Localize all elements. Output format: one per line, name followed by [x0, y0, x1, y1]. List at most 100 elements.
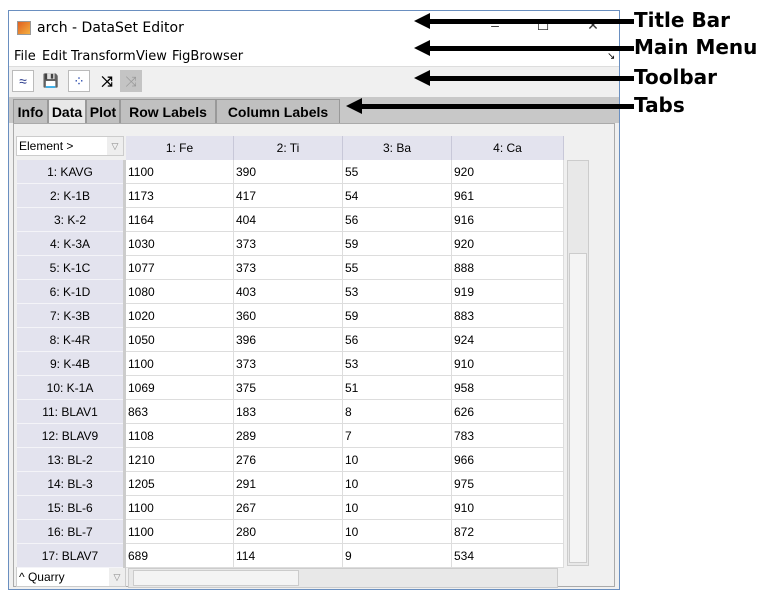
table-cell[interactable]: 404 [234, 208, 343, 232]
horizontal-scroll-thumb[interactable] [133, 570, 299, 586]
column-header[interactable]: 1: Fe [126, 136, 234, 160]
table-cell[interactable]: 59 [343, 232, 452, 256]
table-cell[interactable]: 289 [234, 424, 343, 448]
table-cell[interactable]: 626 [452, 400, 564, 424]
table-cell[interactable]: 291 [234, 472, 343, 496]
row-header[interactable]: 10: K-1A [17, 376, 123, 400]
table-cell[interactable]: 114 [234, 544, 343, 568]
table-cell[interactable]: 267 [234, 496, 343, 520]
table-cell[interactable]: 1108 [126, 424, 234, 448]
table-cell[interactable]: 55 [343, 256, 452, 280]
dock-arrow-icon[interactable]: ↘ [607, 51, 616, 62]
table-cell[interactable]: 390 [234, 160, 343, 184]
table-cell[interactable]: 1100 [126, 160, 234, 184]
tab-plot[interactable]: Plot [86, 99, 120, 123]
table-cell[interactable]: 375 [234, 376, 343, 400]
table-cell[interactable]: 10 [343, 520, 452, 544]
table-cell[interactable]: 910 [452, 496, 564, 520]
row-header[interactable]: 13: BL-2 [17, 448, 123, 472]
column-label-selector[interactable]: Element > ▽ [16, 136, 124, 156]
table-cell[interactable]: 872 [452, 520, 564, 544]
close-button[interactable]: ✕ [587, 17, 599, 33]
table-cell[interactable]: 53 [343, 280, 452, 304]
horizontal-scrollbar[interactable] [128, 568, 558, 588]
table-cell[interactable]: 54 [343, 184, 452, 208]
row-header[interactable]: 2: K-1B [17, 184, 123, 208]
table-cell[interactable]: 1164 [126, 208, 234, 232]
menu-figbrowser[interactable]: FigBrowser [172, 49, 244, 64]
table-cell[interactable]: 53 [343, 352, 452, 376]
table-cell[interactable]: 1173 [126, 184, 234, 208]
table-cell[interactable]: 1069 [126, 376, 234, 400]
tab-row-labels[interactable]: Row Labels [120, 99, 216, 123]
table-cell[interactable]: 1050 [126, 328, 234, 352]
table-cell[interactable]: 1030 [126, 232, 234, 256]
tab-column-labels[interactable]: Column Labels [216, 99, 340, 123]
menu-view[interactable]: View [136, 49, 167, 64]
table-cell[interactable]: 1100 [126, 520, 234, 544]
minimize-button[interactable]: – [491, 17, 499, 33]
table-cell[interactable]: 888 [452, 256, 564, 280]
row-header[interactable]: 12: BLAV9 [17, 424, 123, 448]
table-cell[interactable]: 373 [234, 256, 343, 280]
row-header[interactable]: 14: BL-3 [17, 472, 123, 496]
table-cell[interactable]: 10 [343, 496, 452, 520]
table-cell[interactable]: 1020 [126, 304, 234, 328]
table-cell[interactable]: 51 [343, 376, 452, 400]
scatter-icon[interactable]: ⁘ [68, 70, 90, 92]
table-cell[interactable]: 1077 [126, 256, 234, 280]
row-header[interactable]: 15: BL-6 [17, 496, 123, 520]
plot-icon[interactable]: ≈ [12, 70, 34, 92]
row-header[interactable]: 9: K-4B [17, 352, 123, 376]
table-cell[interactable]: 183 [234, 400, 343, 424]
row-header[interactable]: 8: K-4R [17, 328, 123, 352]
row-header[interactable]: 6: K-1D [17, 280, 123, 304]
table-cell[interactable]: 9 [343, 544, 452, 568]
table-cell[interactable]: 961 [452, 184, 564, 208]
menu-edit[interactable]: Edit [42, 49, 68, 64]
table-cell[interactable]: 924 [452, 328, 564, 352]
table-cell[interactable]: 689 [126, 544, 234, 568]
table-cell[interactable]: 10 [343, 448, 452, 472]
table-cell[interactable]: 56 [343, 328, 452, 352]
row-header[interactable]: 7: K-3B [17, 304, 123, 328]
row-header[interactable]: 11: BLAV1 [17, 400, 123, 424]
row-header[interactable]: 17: BLAV7 [17, 544, 123, 568]
table-cell[interactable]: 966 [452, 448, 564, 472]
shuffle-icon[interactable]: ⤨ [96, 70, 118, 92]
table-cell[interactable]: 417 [234, 184, 343, 208]
table-cell[interactable]: 55 [343, 160, 452, 184]
table-cell[interactable]: 1100 [126, 352, 234, 376]
table-cell[interactable]: 280 [234, 520, 343, 544]
table-cell[interactable]: 910 [452, 352, 564, 376]
table-cell[interactable]: 1205 [126, 472, 234, 496]
row-header[interactable]: 3: K-2 [17, 208, 123, 232]
row-header[interactable]: 16: BL-7 [17, 520, 123, 544]
table-cell[interactable]: 534 [452, 544, 564, 568]
tab-info[interactable]: Info [13, 99, 48, 123]
table-cell[interactable]: 958 [452, 376, 564, 400]
table-cell[interactable]: 373 [234, 352, 343, 376]
row-header-divider[interactable] [123, 160, 126, 568]
table-cell[interactable]: 59 [343, 304, 452, 328]
menu-file[interactable]: File [14, 49, 36, 64]
table-cell[interactable]: 920 [452, 160, 564, 184]
table-cell[interactable]: 56 [343, 208, 452, 232]
table-cell[interactable]: 863 [126, 400, 234, 424]
vertical-scroll-thumb[interactable] [569, 253, 587, 563]
vertical-scrollbar[interactable] [567, 160, 589, 566]
row-header[interactable]: 4: K-3A [17, 232, 123, 256]
save-icon[interactable]: 💾 [40, 70, 62, 92]
table-cell[interactable]: 883 [452, 304, 564, 328]
table-cell[interactable]: 396 [234, 328, 343, 352]
table-cell[interactable]: 7 [343, 424, 452, 448]
table-cell[interactable]: 1210 [126, 448, 234, 472]
table-cell[interactable]: 360 [234, 304, 343, 328]
table-cell[interactable]: 975 [452, 472, 564, 496]
column-header[interactable]: 3: Ba [343, 136, 452, 160]
row-header[interactable]: 1: KAVG [17, 160, 123, 184]
column-header[interactable]: 2: Ti [234, 136, 343, 160]
table-cell[interactable]: 920 [452, 232, 564, 256]
table-cell[interactable]: 10 [343, 472, 452, 496]
table-cell[interactable]: 276 [234, 448, 343, 472]
